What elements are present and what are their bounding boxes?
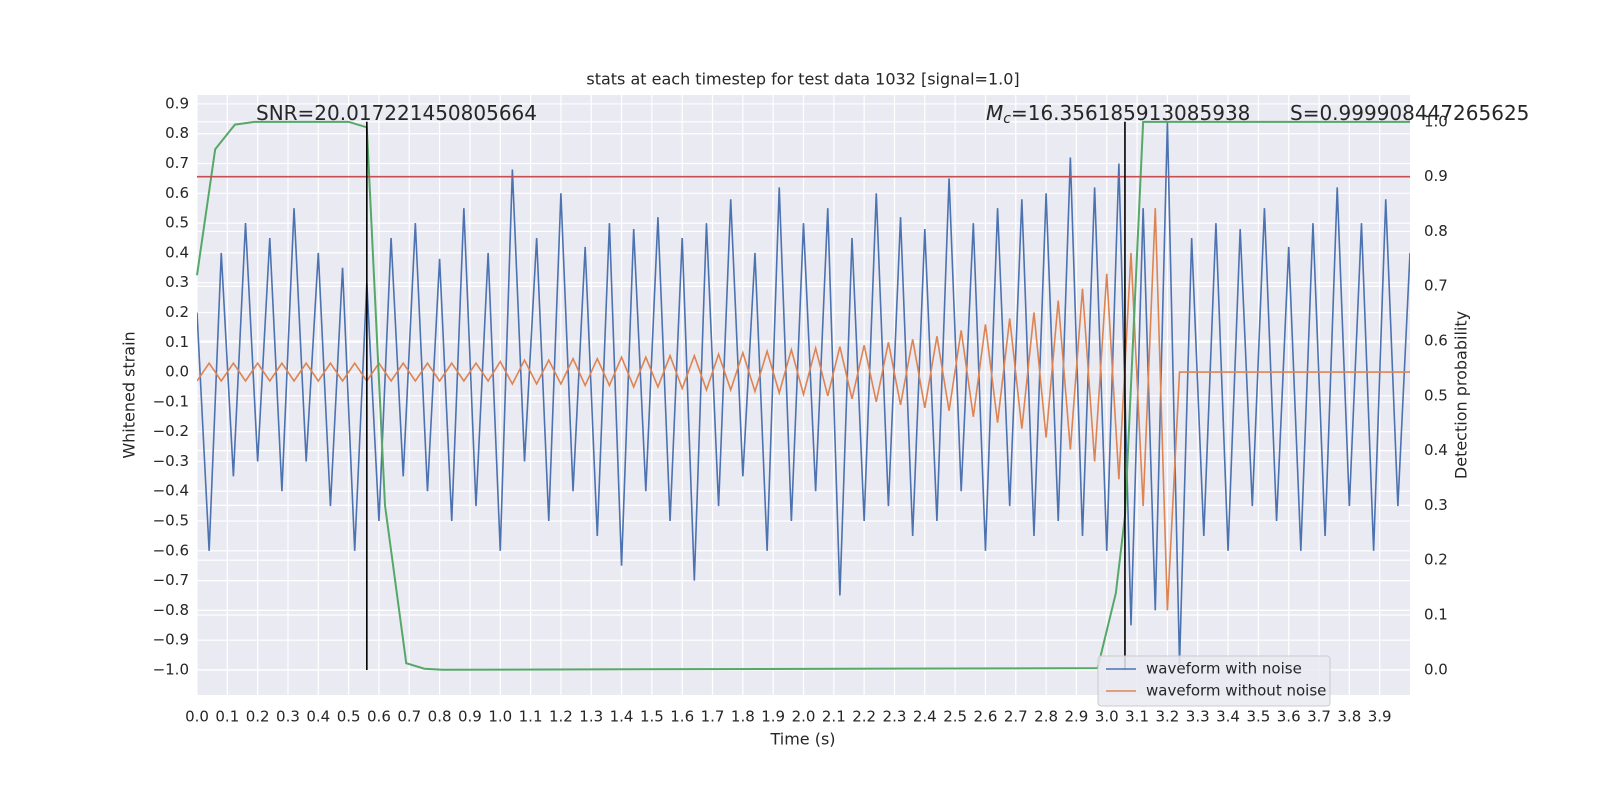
x-tick-label: 2.0 xyxy=(792,708,816,726)
x-tick-label: 3.0 xyxy=(1095,708,1119,726)
y2-tick-label: 0.1 xyxy=(1424,606,1448,624)
x-tick-label: 2.6 xyxy=(974,708,998,726)
y-tick-label: −0.4 xyxy=(153,482,189,500)
y-tick-label: 0.6 xyxy=(165,184,189,202)
x-tick-label: 2.5 xyxy=(943,708,967,726)
x-tick-label: 1.7 xyxy=(701,708,725,726)
x-tick-label: 2.1 xyxy=(822,708,846,726)
y-tick-label: 0.4 xyxy=(165,243,189,261)
x-tick-label: 0.7 xyxy=(397,708,421,726)
x-tick-label: 2.2 xyxy=(852,708,876,726)
x-tick-label: 1.4 xyxy=(610,708,634,726)
y2-tick-label: 0.3 xyxy=(1424,496,1448,514)
y2-tick-label: 0.4 xyxy=(1424,441,1448,459)
series-line xyxy=(197,208,1410,611)
x-tick-label: 0.1 xyxy=(215,708,239,726)
x-tick-label: 2.4 xyxy=(913,708,937,726)
annotation-symbol: M xyxy=(986,101,1003,125)
x-tick-label: 3.6 xyxy=(1277,708,1301,726)
x-tick-label: 3.8 xyxy=(1337,708,1361,726)
x-tick-label: 0.0 xyxy=(185,708,209,726)
y2-axis-label: Detection probability xyxy=(1452,311,1471,479)
y-tick-label: 0.3 xyxy=(165,273,189,291)
y-tick-label: 0.2 xyxy=(165,303,189,321)
y-tick-label: −1.0 xyxy=(153,660,189,678)
x-axis-label: Time (s) xyxy=(769,730,835,749)
x-tick-label: 3.4 xyxy=(1216,708,1240,726)
y-tick-label: −0.8 xyxy=(153,601,189,619)
x-tick-label: 0.3 xyxy=(276,708,300,726)
y-tick-label: −0.1 xyxy=(153,392,189,410)
y-tick-label: 0.8 xyxy=(165,124,189,142)
y-tick-label: 0.5 xyxy=(165,214,189,232)
x-tick-label: 1.5 xyxy=(640,708,664,726)
x-tick-label: 0.4 xyxy=(306,708,330,726)
x-tick-label: 2.3 xyxy=(883,708,907,726)
y2-tick-label: 0.9 xyxy=(1424,167,1448,185)
annotation: Mc=16.356185913085938 xyxy=(986,101,1250,128)
x-tick-label: 3.7 xyxy=(1307,708,1331,726)
x-tick-label: 3.9 xyxy=(1368,708,1392,726)
annotation-text: S=0.999908447265625 xyxy=(1290,101,1529,125)
x-tick-label: 0.2 xyxy=(246,708,270,726)
x-tick-label: 1.3 xyxy=(579,708,603,726)
legend-label: waveform with noise xyxy=(1146,660,1302,678)
x-tick-label: 1.6 xyxy=(670,708,694,726)
y2-tick-label: 0.2 xyxy=(1424,551,1448,569)
y-tick-label: −0.3 xyxy=(153,452,189,470)
y-tick-label: −0.6 xyxy=(153,541,189,559)
x-tick-label: 3.5 xyxy=(1246,708,1270,726)
y2-tick-label: 1.0 xyxy=(1424,112,1448,130)
y-tick-label: 0.7 xyxy=(165,154,189,172)
x-tick-label: 3.2 xyxy=(1155,708,1179,726)
annotation: S=0.999908447265625 xyxy=(1290,101,1529,125)
x-tick-label: 2.9 xyxy=(1064,708,1088,726)
probability-line xyxy=(196,120,1410,671)
x-tick-label: 3.1 xyxy=(1125,708,1149,726)
y-tick-label: 0.1 xyxy=(165,333,189,351)
legend-box xyxy=(1097,655,1331,707)
annotation-subscript: c xyxy=(1003,111,1011,127)
x-tick-label: 1.8 xyxy=(731,708,755,726)
chart-title: stats at each timestep for test data 103… xyxy=(586,70,1019,89)
x-tick-label: 3.3 xyxy=(1186,708,1210,726)
x-tick-label: 2.8 xyxy=(1034,708,1058,726)
x-tick-label: 1.0 xyxy=(488,708,512,726)
y-tick-label: 0.9 xyxy=(165,94,189,112)
x-tick-label: 0.6 xyxy=(367,708,391,726)
y2-tick-label: 0.7 xyxy=(1424,277,1448,295)
x-tick-label: 1.1 xyxy=(519,708,543,726)
y-tick-label: 0.0 xyxy=(165,363,189,381)
annotation-text: SNR=20.017221450805664 xyxy=(256,101,537,125)
x-tick-label: 0.8 xyxy=(428,708,452,726)
annotation-text: =16.356185913085938 xyxy=(1011,101,1250,125)
annotation: SNR=20.017221450805664 xyxy=(256,101,537,125)
y2-tick-label: 0.8 xyxy=(1424,222,1448,240)
y2-tick-label: 0.5 xyxy=(1424,386,1448,404)
y2-tick-label: 0.0 xyxy=(1424,660,1448,678)
y2-tick-label: 0.6 xyxy=(1424,332,1448,350)
y-tick-label: −0.7 xyxy=(153,571,189,589)
x-tick-label: 1.2 xyxy=(549,708,573,726)
y-axis-label: Whitened strain xyxy=(120,331,139,458)
y-tick-label: −0.5 xyxy=(153,512,189,530)
x-tick-label: 0.5 xyxy=(337,708,361,726)
x-tick-label: 1.9 xyxy=(761,708,785,726)
y-tick-label: −0.9 xyxy=(153,631,189,649)
legend-label: waveform without noise xyxy=(1146,682,1326,700)
x-tick-label: 2.7 xyxy=(1004,708,1028,726)
y-tick-label: −0.2 xyxy=(153,422,189,440)
series-line xyxy=(197,121,1410,665)
x-tick-label: 0.9 xyxy=(458,708,482,726)
